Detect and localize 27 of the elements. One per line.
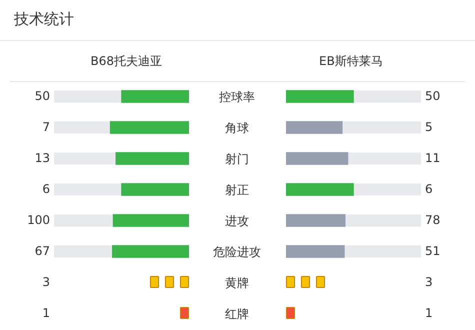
data-label: 100	[27, 213, 50, 227]
data-label: 7	[42, 120, 50, 134]
data-label: 3	[425, 275, 433, 289]
data-label: 50	[425, 89, 440, 103]
data-label: 1	[425, 306, 433, 320]
data-label: 3	[42, 275, 50, 289]
data-label: 78	[425, 213, 440, 227]
category-label: 危险进攻	[212, 244, 262, 261]
data-label: 11	[425, 151, 440, 165]
data-label: 6	[42, 182, 50, 196]
category-label: 角球	[224, 120, 250, 137]
data-label: 67	[34, 244, 50, 258]
data-label: 6	[425, 182, 433, 196]
data-label: 1	[42, 306, 50, 320]
category-label: 红牌	[224, 306, 250, 323]
text: EB斯特莱马	[319, 53, 383, 70]
category-label: 射门	[224, 151, 250, 168]
text: 技术统计	[14, 10, 74, 29]
data-label: 50	[34, 89, 50, 103]
category-label: 黄牌	[224, 275, 250, 292]
category-label: 射正	[224, 182, 250, 199]
category-label: 控球率	[218, 89, 256, 106]
data-label: 51	[425, 244, 440, 258]
data-label: 13	[34, 151, 50, 165]
data-label: 5	[425, 120, 433, 134]
category-label: 进攻	[224, 213, 250, 230]
text: B68托夫迪亚	[90, 53, 162, 70]
